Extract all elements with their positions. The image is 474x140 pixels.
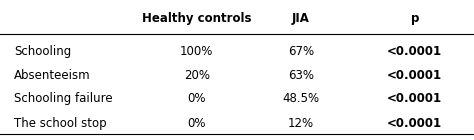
Text: <0.0001: <0.0001 (387, 45, 442, 58)
Text: 20%: 20% (184, 69, 210, 82)
Text: 0%: 0% (187, 92, 206, 105)
Text: Schooling failure: Schooling failure (14, 92, 113, 105)
Text: <0.0001: <0.0001 (387, 69, 442, 82)
Text: <0.0001: <0.0001 (387, 92, 442, 105)
Text: The school stop: The school stop (14, 117, 107, 130)
Text: 48.5%: 48.5% (283, 92, 319, 105)
Text: 0%: 0% (187, 117, 206, 130)
Text: p: p (410, 12, 419, 25)
Text: 12%: 12% (288, 117, 314, 130)
Text: 63%: 63% (288, 69, 314, 82)
Text: Absenteeism: Absenteeism (14, 69, 91, 82)
Text: 67%: 67% (288, 45, 314, 58)
Text: <0.0001: <0.0001 (387, 117, 442, 130)
Text: Schooling: Schooling (14, 45, 72, 58)
Text: JIA: JIA (292, 12, 310, 25)
Text: 100%: 100% (180, 45, 213, 58)
Text: Healthy controls: Healthy controls (142, 12, 252, 25)
